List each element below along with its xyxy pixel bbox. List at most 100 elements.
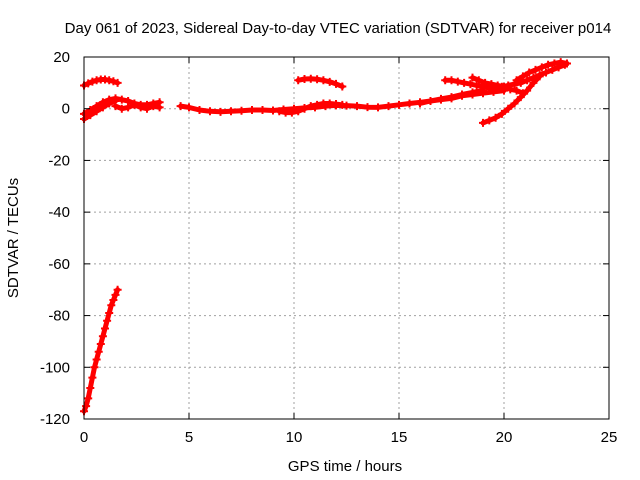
data-point	[497, 109, 506, 118]
data-point	[447, 93, 456, 102]
y-tick-label: 20	[53, 49, 70, 66]
data-point	[548, 65, 557, 74]
y-tick-label: 0	[62, 101, 70, 118]
data-point	[313, 100, 322, 109]
data-point	[453, 77, 462, 86]
data-point	[384, 102, 393, 111]
data-point	[92, 102, 101, 111]
data-point	[143, 104, 151, 113]
data-point	[101, 324, 109, 333]
data-point	[395, 100, 403, 109]
series-midday-arc	[275, 99, 347, 117]
data-point	[458, 90, 466, 99]
data-point	[512, 86, 521, 95]
data-point	[294, 76, 303, 85]
data-point	[466, 80, 475, 89]
x-tick-label: 10	[286, 429, 303, 446]
data-point	[416, 99, 424, 108]
data-point	[86, 383, 95, 392]
series-late-descent-track	[468, 73, 527, 98]
data-point	[437, 94, 445, 103]
series-trace	[480, 73, 543, 126]
series-late-hook	[479, 72, 544, 127]
data-point	[512, 76, 521, 85]
data-point	[105, 95, 114, 104]
series-trace	[81, 287, 121, 414]
data-point	[531, 65, 540, 74]
data-point	[103, 316, 112, 325]
data-point	[556, 58, 565, 67]
series-early-upper-arc	[80, 75, 122, 90]
data-point	[525, 68, 534, 77]
data-point	[481, 78, 490, 87]
data-point	[84, 394, 93, 403]
y-tick-label: -20	[48, 152, 70, 169]
data-point	[353, 102, 361, 111]
x-axis-label: GPS time / hours	[288, 458, 402, 475]
data-point	[544, 60, 553, 69]
data-point	[491, 113, 500, 122]
data-point	[325, 77, 334, 86]
data-point	[155, 103, 164, 112]
data-point	[149, 102, 158, 111]
data-point	[88, 77, 97, 86]
data-point	[537, 63, 546, 72]
data-point	[237, 106, 246, 115]
data-point	[86, 106, 95, 115]
data-point	[472, 81, 481, 90]
data-point	[136, 103, 145, 112]
data-point	[111, 290, 120, 299]
data-point	[96, 340, 105, 349]
data-point	[535, 72, 544, 81]
data-point	[319, 76, 328, 85]
data-point	[563, 59, 571, 68]
series-steep-descent	[80, 285, 122, 416]
data-point	[113, 78, 122, 87]
data-point	[92, 355, 101, 364]
data-point	[504, 104, 513, 113]
y-tick-label: -100	[40, 359, 70, 376]
data-point	[90, 363, 99, 372]
data-point	[248, 106, 256, 115]
x-tick-label: 25	[601, 429, 618, 446]
data-point	[195, 106, 204, 115]
x-tick-label: 0	[80, 429, 88, 446]
data-point	[107, 301, 116, 310]
series-late-peak	[512, 58, 571, 85]
y-tick-label: -40	[48, 204, 70, 221]
data-point	[176, 102, 185, 111]
data-point	[332, 79, 340, 88]
data-point	[468, 88, 477, 97]
data-point	[109, 296, 118, 305]
data-point	[258, 106, 267, 115]
data-point	[426, 96, 435, 105]
data-point	[300, 104, 309, 113]
data-point	[474, 76, 483, 85]
data-point	[98, 98, 107, 107]
data-point	[542, 68, 550, 77]
data-point	[105, 308, 114, 317]
y-tick-label: -60	[48, 256, 70, 273]
data-point	[111, 94, 120, 103]
data-point	[113, 285, 122, 294]
y-axis-label: SDTVAR / TECUs	[5, 178, 22, 298]
axis-ticks: 0 5 10 15 20 25 -120 -100 -80 -60 -40 -20 0 20	[40, 49, 617, 446]
series-late-lower-rise	[416, 86, 487, 108]
y-tick-label: -120	[40, 411, 70, 428]
data-point	[227, 107, 235, 116]
data-point	[518, 72, 527, 81]
data-point	[523, 76, 532, 85]
data-point	[306, 102, 315, 111]
data-point	[447, 76, 456, 85]
data-point	[216, 107, 225, 116]
plot-frame	[83, 56, 610, 420]
data-point	[88, 373, 97, 382]
data-point	[338, 82, 347, 91]
data-point	[363, 103, 372, 112]
data-point	[111, 102, 120, 111]
data-point	[313, 75, 322, 84]
data-point	[84, 79, 93, 88]
data-point	[506, 85, 515, 94]
data-point	[500, 82, 508, 91]
data-point	[516, 93, 525, 102]
